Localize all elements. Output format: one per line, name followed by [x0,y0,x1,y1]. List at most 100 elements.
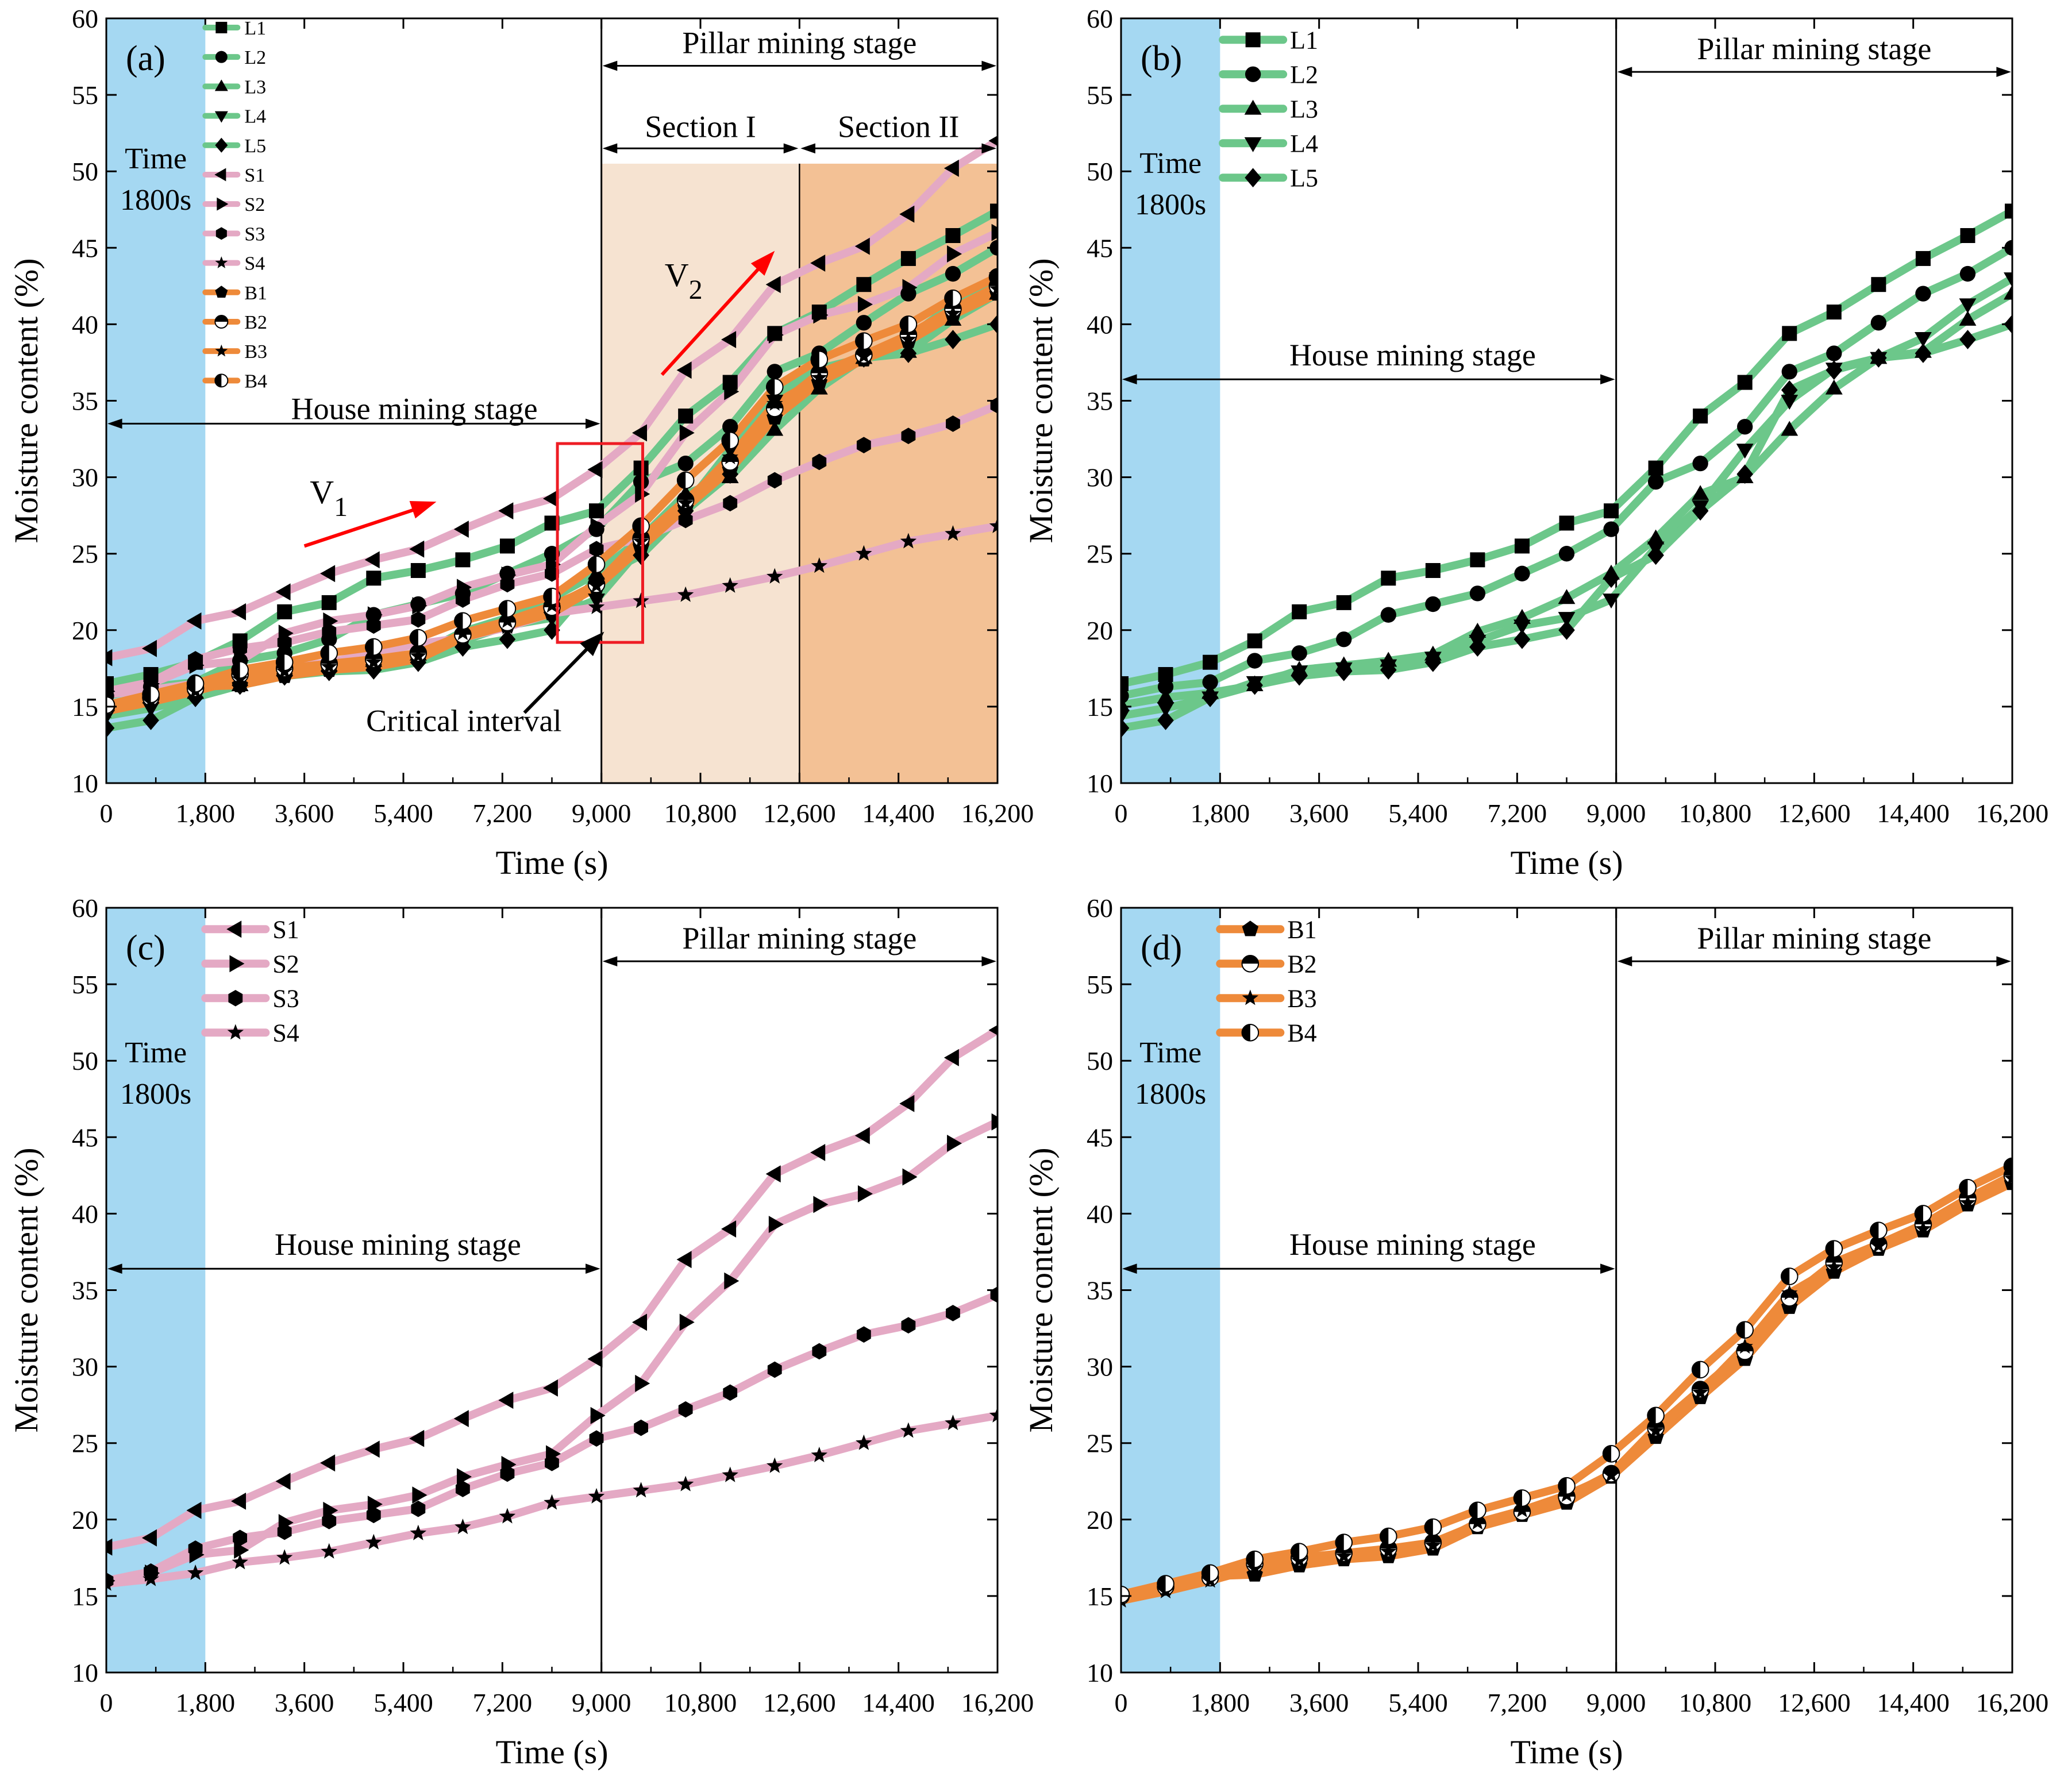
legend-marker [214,168,226,182]
point-S1-17 [854,237,870,255]
point-B3-7 [1424,1537,1442,1553]
legend-label: L2 [244,47,266,68]
point-S3-6 [366,617,381,634]
legend-item-S2: S2 [202,194,265,215]
point-S4-0 [106,1575,115,1591]
point-L1-12 [1648,460,1663,476]
legend-marker [214,79,228,91]
point-S2-11 [590,1406,606,1424]
point-S1-1 [141,639,157,657]
time-band-label: Time [1139,1036,1201,1069]
point-L1-9 [499,538,515,554]
point-B3-6 [365,653,382,669]
x-tick-label: 7,200 [1488,799,1547,828]
y-tick-label: 60 [72,4,98,33]
point-L1-15 [1782,326,1797,341]
legend-item-B4: B4 [202,371,267,392]
point-L1-0 [1121,676,1129,691]
point-S1-9 [498,502,514,520]
point-B4-18 [1914,1205,1932,1223]
point-S1-7 [409,1429,425,1447]
x-tick-label: 9,000 [572,1688,631,1717]
y-tick-label: 45 [72,233,98,263]
x-tick-label: 9,000 [572,799,631,828]
point-B4-7 [1424,1518,1442,1536]
point-B4-9 [498,600,517,618]
legend-label: B2 [1287,950,1316,978]
arrow-head [1600,1263,1615,1274]
point-S1-3 [231,1492,247,1510]
panel-a: 0 1,800 3,600 5,400 7,200 9,000 10,800 12,600 14… [7,4,1034,881]
point-L3-13 [1692,485,1709,500]
x-tick-label: 3,600 [1289,1688,1349,1717]
point-S2-17 [857,1185,873,1203]
x-tick-label: 7,200 [1488,1688,1547,1717]
point-L4-9 [1514,619,1531,635]
point-S4-15 [767,1457,783,1473]
y-tick-label: 10 [1087,769,1113,798]
legend-label: S4 [272,1019,299,1047]
x-tick-label: 10,800 [1679,799,1752,828]
point-B4-11 [1602,1445,1620,1463]
point-L5-10 [1558,620,1575,640]
point-S1-2 [186,612,202,630]
legend-marker [1244,137,1262,152]
y-tick-label: 30 [72,1352,98,1382]
point-S4-13 [677,586,694,602]
legend-label: S1 [244,165,265,186]
point-S3-2 [188,1540,203,1557]
point-L1-6 [1381,571,1396,586]
point-S2-19 [947,245,962,263]
point-L3-19 [1959,310,1977,326]
point-B4-3 [1246,1550,1264,1569]
point-L5-15 [1781,380,1798,400]
arrow-head [602,60,618,71]
point-S2-13 [679,424,695,442]
point-S1-5 [320,565,336,583]
arrow-head [981,956,996,966]
pillar-stage-label: Pillar mining stage [682,921,916,955]
point-S2-18 [902,279,918,296]
point-B3-17 [856,348,872,364]
point-L2-14 [1737,419,1753,435]
point-L4-14 [1736,444,1754,459]
point-L5-17 [1870,348,1887,368]
point-L5-2 [1201,688,1219,707]
point-L1-7 [1425,562,1441,578]
point-S1-12 [632,1313,647,1331]
point-B3-19 [945,305,961,321]
point-S1-7 [409,540,425,558]
x-tick-label: 0 [1115,799,1128,828]
y-axis-label: Moisture content (%) [7,258,45,543]
y-tick-label: 40 [72,1199,98,1228]
point-S4-5 [321,1543,337,1559]
point-L5-1 [1157,710,1174,730]
point-B4-13 [676,471,695,490]
legend-marker [1242,989,1259,1005]
legend-marker [215,21,228,33]
x-tick-label: 14,400 [1877,1688,1950,1717]
legend-label: S2 [272,950,299,978]
panel-label: (c) [126,928,165,968]
y-tick-label: 50 [1087,1046,1113,1076]
point-B3-11 [588,577,605,593]
point-L3-15 [1781,421,1799,436]
legend-label: L5 [1290,164,1318,192]
point-L1-16 [1826,305,1842,320]
point-S1-0 [106,1538,113,1556]
point-L4-11 [1603,594,1620,609]
series-group [106,135,998,738]
point-S3-5 [322,623,337,640]
critical-arrow-head [580,631,604,657]
x-tick-label: 1,800 [176,799,236,828]
point-B4-19 [944,289,962,307]
x-tick-label: 16,200 [961,1688,1034,1717]
point-L2-18 [1915,286,1931,302]
legend-marker [228,989,243,1007]
x-tick-label: 1,800 [1191,799,1250,828]
legend-item-L1: L1 [1219,26,1318,54]
point-S3-18 [901,427,916,445]
house-stage-label: House mining stage [1289,1227,1536,1262]
time-band-label: Time [1139,147,1201,180]
